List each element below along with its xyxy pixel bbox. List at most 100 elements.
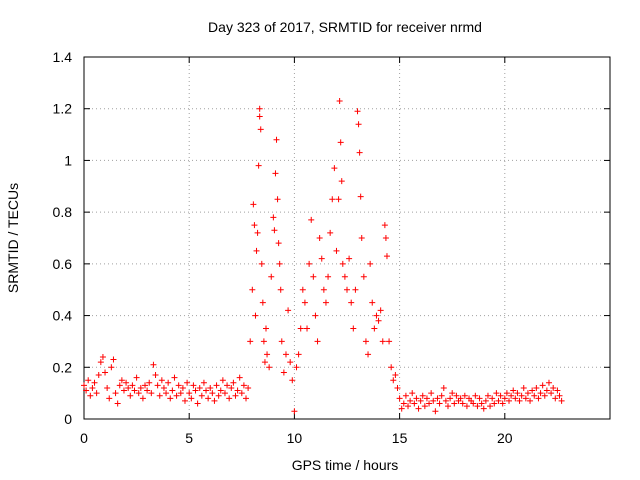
- data-point: [382, 235, 389, 241]
- data-point: [489, 395, 496, 402]
- data-point: [501, 395, 508, 402]
- data-point: [278, 338, 285, 345]
- data-point: [215, 392, 222, 399]
- data-point: [548, 390, 555, 397]
- x-tick-label: 20: [497, 430, 513, 446]
- data-point: [543, 387, 550, 394]
- data-point: [407, 397, 414, 404]
- data-point: [295, 351, 302, 358]
- data-point: [270, 214, 277, 221]
- data-point: [211, 397, 218, 404]
- data-point: [280, 369, 287, 376]
- data-point: [423, 395, 430, 402]
- data-point: [524, 390, 531, 397]
- data-point: [272, 170, 279, 177]
- data-point: [127, 392, 134, 399]
- y-tick-label: 0.4: [53, 308, 73, 324]
- data-point: [308, 216, 315, 223]
- data-point: [293, 364, 300, 371]
- data-point: [357, 193, 364, 200]
- data-point: [535, 395, 542, 402]
- data-point: [203, 387, 210, 394]
- data-point: [238, 390, 245, 397]
- data-point: [234, 387, 241, 394]
- data-point: [470, 400, 477, 407]
- data-point: [102, 369, 109, 376]
- data-point: [252, 312, 259, 319]
- data-point: [194, 400, 201, 407]
- data-point: [362, 338, 369, 345]
- data-point: [152, 372, 159, 379]
- data-point: [482, 397, 489, 404]
- data-point: [93, 390, 100, 397]
- data-point: [219, 377, 226, 384]
- data-point: [329, 196, 336, 203]
- data-point: [207, 384, 214, 391]
- data-point: [327, 229, 334, 236]
- data-point: [198, 392, 205, 399]
- data-point: [484, 392, 491, 399]
- data-point: [503, 390, 510, 397]
- data-point: [394, 384, 401, 391]
- data-point: [282, 351, 289, 358]
- data-point: [167, 395, 174, 402]
- data-point: [221, 390, 228, 397]
- data-point: [325, 273, 332, 280]
- data-point: [499, 400, 506, 407]
- data-point: [256, 105, 263, 112]
- data-point: [85, 377, 92, 384]
- data-point: [338, 178, 345, 185]
- data-point: [181, 397, 188, 404]
- data-point: [129, 382, 136, 389]
- data-point: [314, 338, 321, 345]
- data-point: [137, 384, 144, 391]
- data-point: [480, 405, 487, 412]
- x-tick-label: 0: [80, 430, 88, 446]
- data-point: [379, 338, 386, 345]
- data-point: [438, 392, 445, 399]
- data-points: [81, 97, 565, 415]
- data-point: [478, 400, 485, 407]
- data-point: [373, 312, 380, 319]
- data-point: [390, 377, 397, 384]
- data-point: [268, 273, 275, 280]
- data-point: [266, 364, 273, 371]
- data-point: [258, 260, 265, 267]
- data-point: [213, 382, 220, 389]
- y-tick-label: 0.8: [53, 204, 73, 220]
- data-point: [230, 379, 237, 386]
- data-point: [158, 377, 165, 384]
- data-point: [99, 353, 106, 360]
- data-point: [276, 260, 283, 267]
- data-point: [277, 286, 284, 293]
- data-point: [552, 395, 559, 402]
- data-point: [217, 387, 224, 394]
- data-point: [112, 390, 119, 397]
- data-point: [250, 201, 257, 208]
- data-point: [333, 247, 340, 254]
- data-point: [104, 384, 111, 391]
- x-tick-label: 10: [287, 430, 303, 446]
- data-point: [554, 387, 561, 394]
- data-point: [169, 387, 176, 394]
- data-point: [209, 390, 216, 397]
- data-point: [348, 299, 355, 306]
- y-tick-label: 1.4: [53, 49, 73, 65]
- x-axis-label: GPS time / hours: [292, 457, 399, 473]
- data-point: [356, 149, 363, 156]
- data-point: [139, 395, 146, 402]
- data-point: [81, 382, 87, 389]
- data-point: [341, 273, 348, 280]
- data-point: [257, 126, 264, 133]
- data-point: [254, 229, 261, 236]
- data-point: [461, 392, 468, 399]
- data-point: [291, 408, 298, 415]
- data-point: [497, 392, 504, 399]
- data-point: [558, 397, 565, 404]
- data-point: [381, 222, 388, 229]
- data-point: [173, 392, 180, 399]
- data-point: [487, 403, 494, 410]
- data-point: [262, 325, 269, 332]
- data-point: [110, 356, 117, 363]
